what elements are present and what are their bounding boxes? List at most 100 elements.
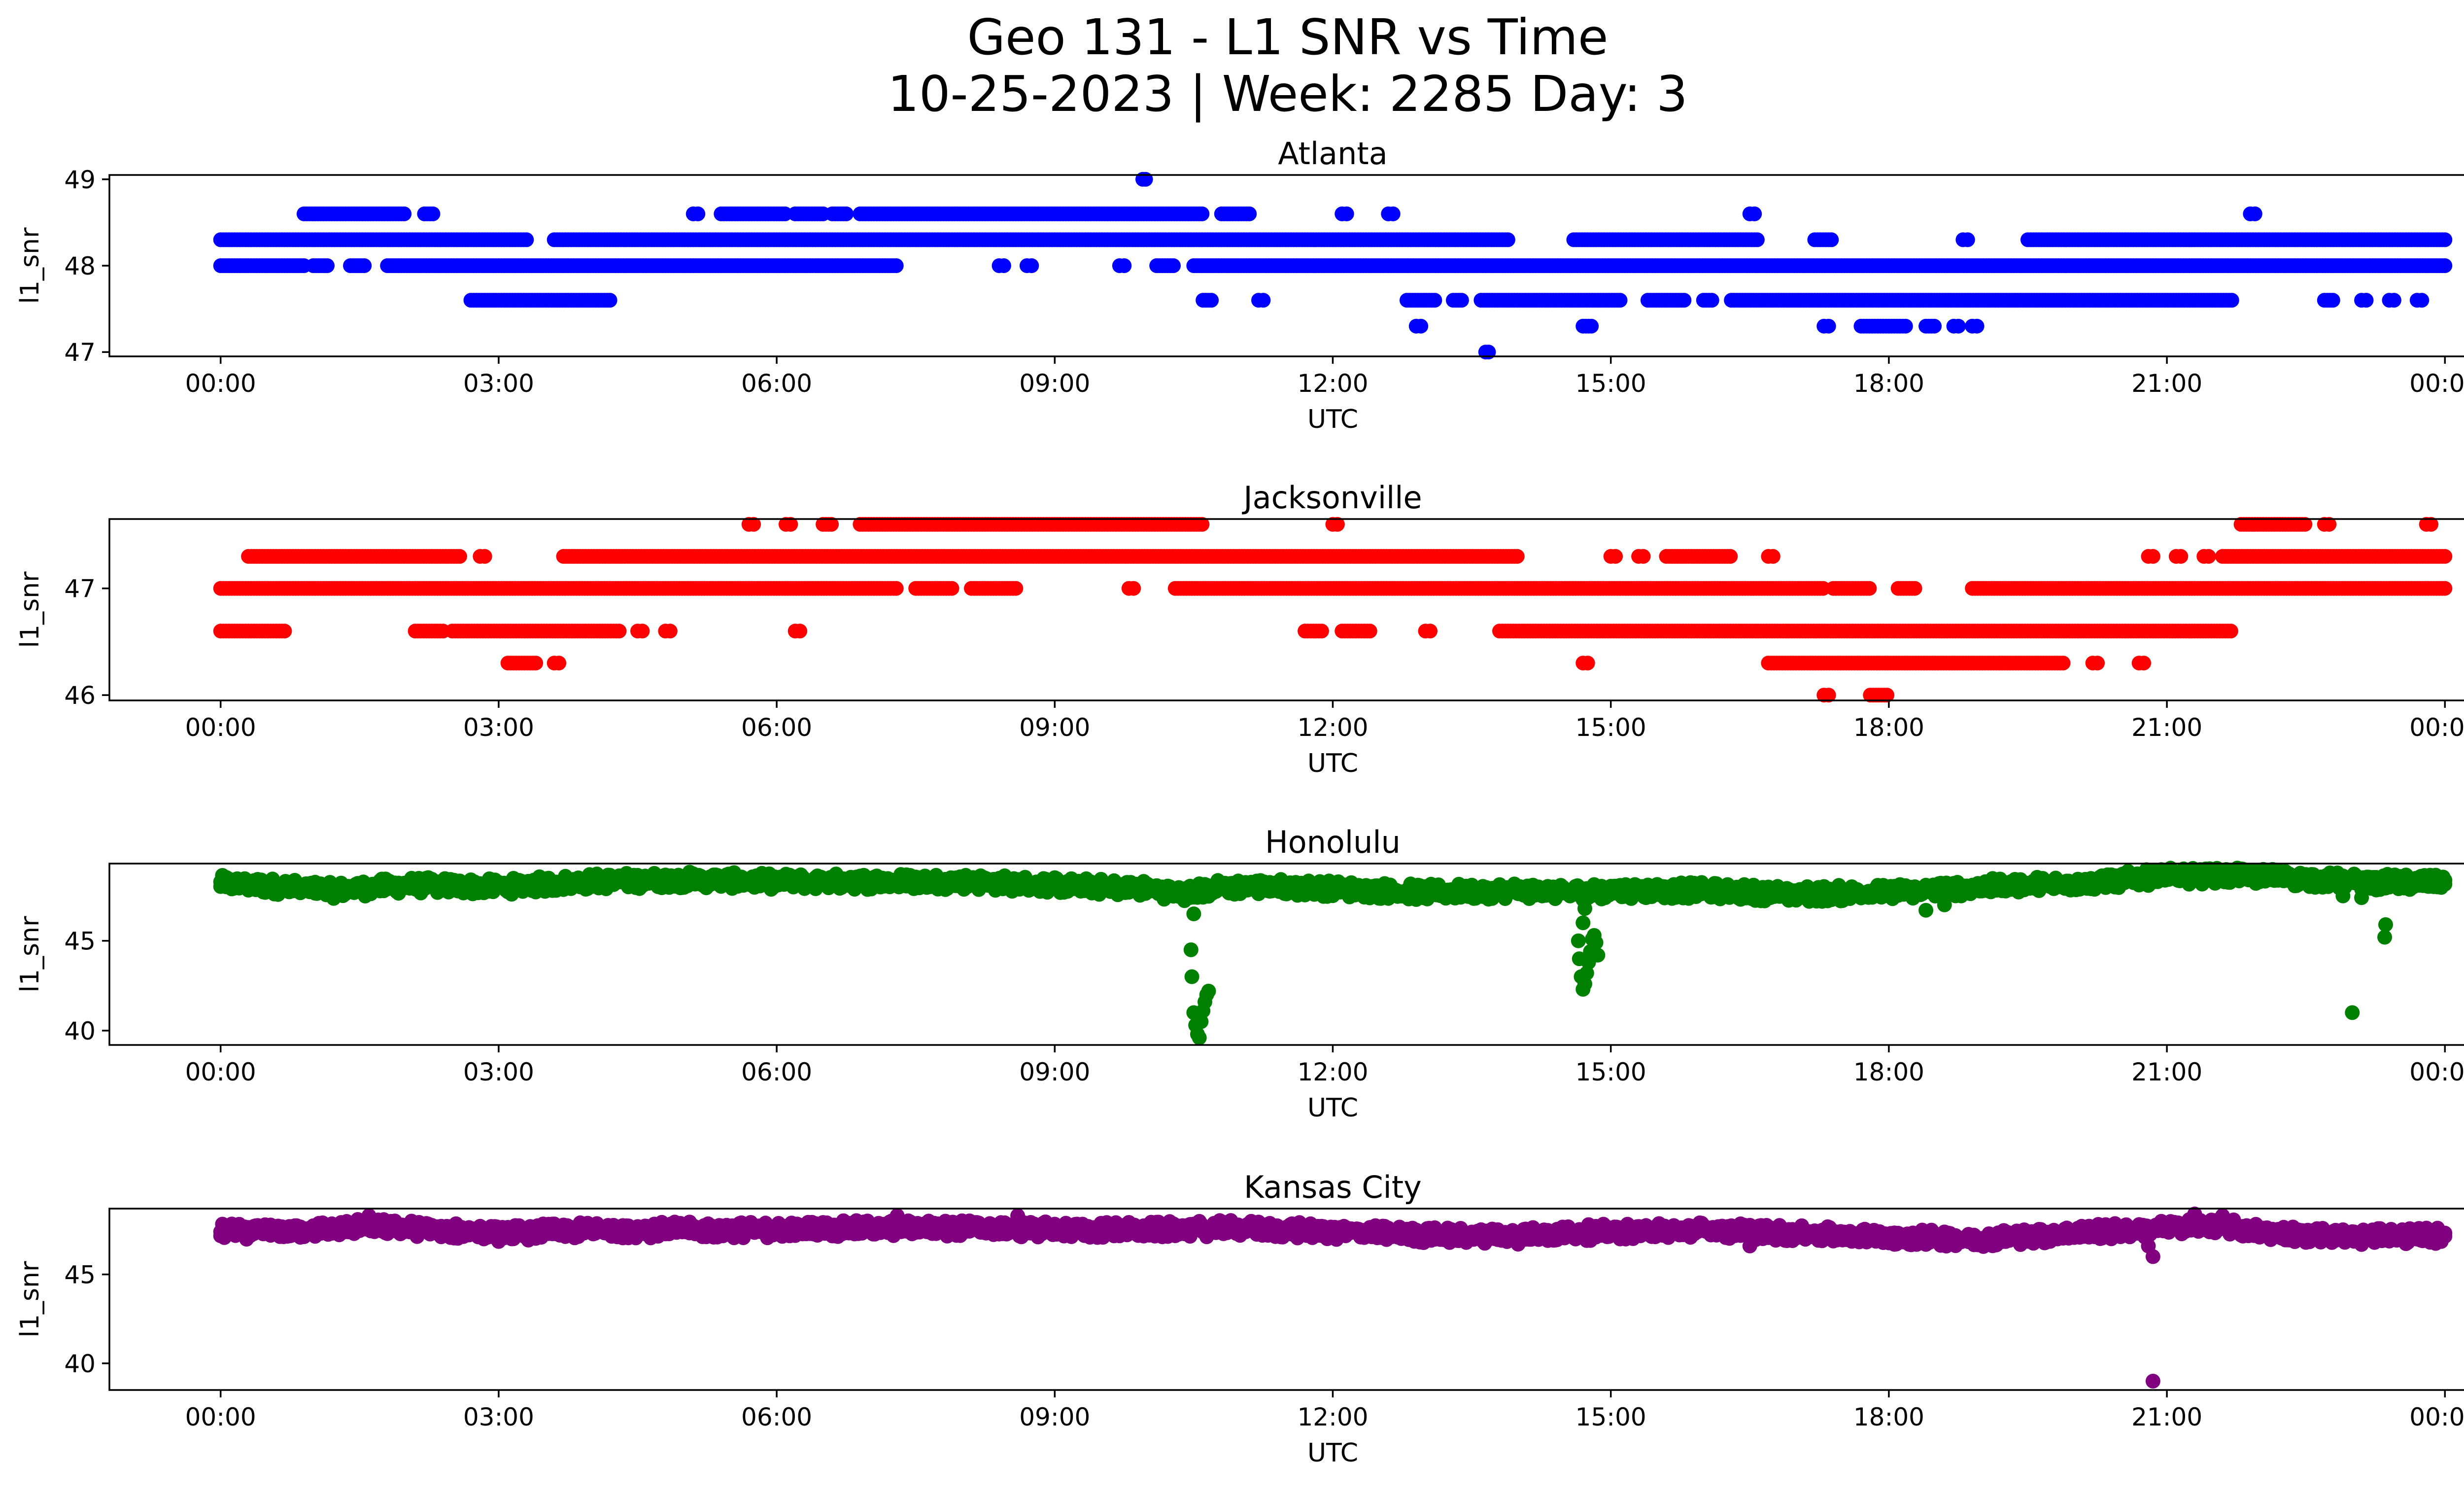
data-point <box>1427 293 1442 308</box>
data-point <box>1704 293 1719 308</box>
x-tick-label: 06:00 <box>741 369 812 398</box>
data-point <box>1509 549 1525 564</box>
data-point <box>1747 206 1762 221</box>
data-point <box>1500 232 1515 247</box>
data-point <box>477 549 492 564</box>
data-point <box>1608 549 1623 564</box>
data-point <box>2145 549 2160 564</box>
x-axis-label: UTC <box>1307 749 1358 778</box>
data-point <box>2359 293 2374 308</box>
subplot-jacksonville: Jacksonville 00:00 03:00 06:00 09:00 12:00 15:… <box>15 480 2464 778</box>
x-tick-label: 18:00 <box>1853 369 1924 398</box>
data-point <box>277 624 292 639</box>
data-point <box>1927 318 1942 334</box>
x-tick-label: 09:00 <box>1019 713 1090 742</box>
data-point <box>1195 206 1210 221</box>
x-tick-label: 21:00 <box>2131 369 2202 398</box>
data-point <box>662 624 678 639</box>
data-point <box>2223 624 2238 639</box>
data-point <box>2437 581 2453 596</box>
subplot-title: Jacksonville <box>1241 480 1422 516</box>
x-tick-label: 18:00 <box>1853 713 1924 742</box>
data-point <box>612 624 627 639</box>
data-point <box>1314 624 1329 639</box>
x-tick-label: 15:00 <box>1575 369 1646 398</box>
data-point <box>690 206 706 221</box>
data-point <box>1423 624 1437 639</box>
data-point <box>1024 258 1039 273</box>
x-tick-label: 09:00 <box>1019 369 1090 398</box>
data-point <box>1117 258 1132 273</box>
data-point <box>1824 232 1839 247</box>
data-point <box>2224 293 2239 308</box>
x-tick-label: 21:00 <box>2131 713 2202 742</box>
data-points <box>213 517 2453 703</box>
data-point <box>320 258 335 273</box>
y-axis-label: l1_snr <box>15 571 45 648</box>
data-point <box>357 258 372 273</box>
data-point <box>889 581 904 596</box>
data-point <box>792 624 808 639</box>
data-point <box>2173 549 2189 564</box>
data-point <box>519 232 534 247</box>
data-point <box>1765 549 1780 564</box>
x-axis: 00:00 03:00 06:00 09:00 12:00 15:00 18:00 21:00… <box>185 356 2464 434</box>
y-axis-label: l1_snr <box>15 227 45 304</box>
data-point <box>602 293 617 308</box>
x-tick-label: 06:00 <box>741 713 812 742</box>
data-point <box>2437 549 2453 564</box>
data-point <box>1385 206 1401 221</box>
data-point <box>1723 549 1738 564</box>
data-point <box>1362 624 1377 639</box>
data-point <box>1907 581 1922 596</box>
data-point <box>2090 656 2105 671</box>
y-tick-label: 48 <box>64 252 96 280</box>
data-point <box>2136 656 2152 671</box>
data-point <box>551 656 567 671</box>
data-point <box>1256 293 1271 308</box>
data-point <box>2247 206 2262 221</box>
data-point <box>1008 581 1024 596</box>
x-tick-label: 15:00 <box>1575 713 1646 742</box>
data-point <box>635 624 650 639</box>
data-point <box>1815 581 1831 596</box>
data-point <box>1242 206 1257 221</box>
x-tick-label: 12:00 <box>1297 369 1368 398</box>
x-axis-label: UTC <box>1307 405 1358 434</box>
x-tick-label: 03:00 <box>463 713 534 742</box>
x-tick-label: 03:00 <box>463 369 534 398</box>
x-tick-label: 12:00 <box>1297 713 1368 742</box>
data-point <box>1821 318 1836 334</box>
data-point <box>944 581 959 596</box>
data-point <box>1584 318 1599 334</box>
data-point <box>2437 232 2453 247</box>
data-points <box>213 172 2453 360</box>
data-point <box>2201 549 2216 564</box>
data-point <box>1636 549 1651 564</box>
data-point <box>1969 318 1985 334</box>
y-tick-label: 47 <box>64 575 96 603</box>
data-point <box>528 656 544 671</box>
data-point <box>1749 232 1765 247</box>
data-point <box>778 206 792 221</box>
x-tick-label: 00:00 <box>2409 713 2464 742</box>
data-point <box>1612 293 1628 308</box>
x-tick-label: 00:00 <box>185 713 256 742</box>
data-point <box>452 549 467 564</box>
data-point <box>2325 293 2340 308</box>
data-point <box>1898 318 1913 334</box>
x-tick-label: 00:00 <box>185 369 256 398</box>
data-point <box>425 206 441 221</box>
data-point <box>1960 232 1975 247</box>
data-point <box>397 206 412 221</box>
data-point <box>1862 581 1877 596</box>
data-point <box>1413 318 1429 334</box>
data-point <box>1166 258 1181 273</box>
axes-frame <box>108 518 2464 701</box>
data-point <box>2055 656 2071 671</box>
data-point <box>2414 293 2430 308</box>
y-tick-label: 49 <box>64 166 96 194</box>
